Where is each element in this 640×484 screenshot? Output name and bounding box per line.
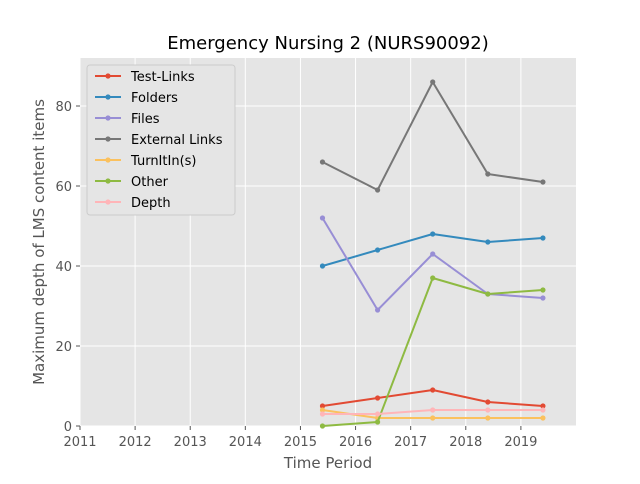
legend-entry: Depth <box>95 196 171 211</box>
series-external-links <box>319 79 546 193</box>
data-point <box>375 307 381 313</box>
data-point <box>319 407 326 413</box>
legend-marker <box>105 115 111 121</box>
data-point <box>319 411 326 417</box>
data-point <box>540 179 546 185</box>
x-tick-label: 2012 <box>119 435 152 450</box>
y-tick-label: 0 <box>64 420 72 435</box>
legend-entry: TurnItIn(s) <box>95 154 196 169</box>
legend-entry: External Links <box>95 133 223 148</box>
legend-entry: Folders <box>95 91 178 106</box>
data-point <box>430 79 436 85</box>
chart-title: Emergency Nursing 2 (NURS90092) <box>167 33 489 54</box>
data-point <box>485 171 491 177</box>
legend-marker <box>105 199 111 205</box>
series-folders <box>319 231 546 269</box>
legend-marker <box>105 136 111 142</box>
data-point <box>485 291 491 297</box>
legend-marker <box>105 157 111 163</box>
legend: Test-Links Folders Files External Links Turn… <box>86 64 236 216</box>
data-point <box>485 399 491 405</box>
data-point <box>430 275 436 281</box>
x-tick-label: 2018 <box>449 435 482 450</box>
legend-marker <box>105 178 111 184</box>
data-point <box>375 395 381 401</box>
legend-label: Files <box>131 112 160 127</box>
legend-label: Other <box>131 175 169 190</box>
data-point <box>485 415 491 421</box>
data-point <box>540 403 546 409</box>
data-point <box>430 231 436 237</box>
data-point <box>319 159 326 165</box>
data-point <box>540 415 546 421</box>
data-point <box>319 215 326 221</box>
data-point <box>430 415 436 421</box>
data-point <box>430 407 436 413</box>
legend-entry: Other <box>95 175 169 190</box>
x-tick-label: 2016 <box>339 435 372 450</box>
x-axis-label: Time Period <box>283 454 372 472</box>
data-point <box>485 239 491 245</box>
x-tick-label: 2017 <box>394 435 427 450</box>
x-tick-label: 2013 <box>174 435 207 450</box>
data-point <box>375 187 381 193</box>
axis-ticks: 2011 2012 2013 2014 2015 2016 2017 2018 2019 0 20 4… <box>55 100 537 450</box>
data-point <box>319 423 326 429</box>
data-point <box>430 387 436 393</box>
x-tick-label: 2019 <box>504 435 537 450</box>
y-tick-label: 80 <box>55 100 72 115</box>
data-point <box>540 295 546 301</box>
data-point <box>375 247 381 253</box>
y-tick-label: 60 <box>55 180 72 195</box>
data-point <box>319 263 326 269</box>
series-lines <box>319 79 546 429</box>
series-turnitin-s <box>319 407 546 421</box>
legend-entry: Files <box>95 112 160 127</box>
legend-marker <box>105 94 111 100</box>
data-point <box>540 407 546 413</box>
legend-marker <box>105 73 111 79</box>
legend-label: Depth <box>131 196 171 211</box>
series-other <box>319 275 546 429</box>
legend-label: Folders <box>131 91 178 106</box>
x-tick-label: 2015 <box>284 435 317 450</box>
data-point <box>540 235 546 241</box>
y-axis-label: Maximum depth of LMS content items <box>30 99 48 385</box>
legend-label: External Links <box>131 133 223 148</box>
y-tick-label: 40 <box>55 260 72 275</box>
data-point <box>375 419 381 425</box>
data-point <box>319 403 326 409</box>
legend-label: Test-Links <box>130 70 195 85</box>
legend-label: TurnItIn(s) <box>130 154 196 169</box>
legend-entry: Test-Links <box>95 70 195 85</box>
data-point <box>540 287 546 293</box>
x-tick-label: 2014 <box>229 435 262 450</box>
data-point <box>375 411 381 417</box>
series-depth <box>319 407 546 417</box>
legend-box <box>86 64 236 216</box>
series-test-links <box>319 387 546 409</box>
data-point <box>430 251 436 257</box>
data-point <box>485 407 491 413</box>
x-tick-label: 2011 <box>63 435 96 450</box>
y-tick-label: 20 <box>55 340 72 355</box>
